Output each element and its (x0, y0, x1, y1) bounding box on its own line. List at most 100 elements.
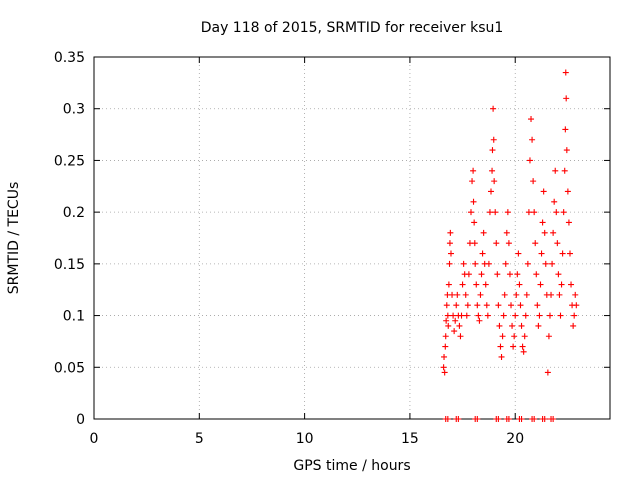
data-point (562, 126, 569, 133)
data-point (510, 343, 517, 350)
data-point (571, 312, 578, 319)
data-point (504, 209, 511, 216)
x-tick-label: 0 (90, 431, 99, 447)
x-tick-label: 5 (195, 431, 204, 447)
data-point (516, 281, 523, 288)
data-point (488, 188, 495, 195)
data-point (482, 281, 489, 288)
data-point (475, 312, 482, 319)
y-tick-label: 0 (76, 412, 85, 428)
data-point (546, 312, 553, 319)
data-point (559, 250, 566, 257)
data-point (442, 343, 449, 350)
data-point (455, 416, 462, 422)
y-tick-label: 0.15 (54, 257, 85, 273)
data-point (531, 209, 538, 216)
data-point (493, 240, 500, 247)
data-point (459, 281, 466, 288)
data-point (562, 69, 569, 76)
data-point (534, 302, 541, 309)
data-point (454, 291, 461, 298)
data-point (464, 302, 471, 309)
data-point (447, 250, 454, 257)
data-point (460, 260, 467, 267)
data-point (565, 219, 572, 226)
data-point (514, 271, 521, 278)
data-point (528, 116, 535, 123)
data-point (518, 322, 525, 329)
data-point (457, 333, 464, 340)
data-point (469, 178, 476, 185)
data-point (529, 136, 536, 143)
data-point (573, 302, 580, 309)
data-point (538, 250, 545, 257)
data-point (530, 178, 537, 185)
data-point (445, 322, 452, 329)
data-point (445, 281, 452, 288)
data-point (485, 260, 492, 267)
data-point (470, 198, 477, 205)
data-point (496, 322, 503, 329)
x-tick-label: 10 (296, 431, 314, 447)
data-point (489, 147, 496, 154)
data-point (442, 333, 449, 340)
data-point (450, 312, 457, 319)
data-point (557, 312, 564, 319)
plot-frame (93, 56, 611, 420)
data-point (519, 343, 526, 350)
data-point (540, 188, 547, 195)
data-point (467, 209, 474, 216)
data-point (440, 364, 447, 371)
data-point (521, 333, 528, 340)
data-point (444, 312, 451, 319)
data-point (542, 260, 549, 267)
data-point (474, 302, 481, 309)
data-point (495, 416, 502, 422)
data-point (443, 302, 450, 309)
data-point (446, 260, 453, 267)
y-tick-label: 0.05 (54, 360, 85, 376)
grid-lines (94, 57, 610, 419)
data-point (554, 240, 561, 247)
data-point (478, 271, 485, 278)
axis-ticks: 0 0.05 0.1 0.15 0.2 0.25 0.3 0.35 0 5 10 15 20 (54, 50, 610, 447)
data-point (545, 333, 552, 340)
data-point (523, 291, 530, 298)
data-point (551, 198, 558, 205)
data-point (490, 136, 497, 143)
data-point (544, 369, 551, 376)
data-point (550, 416, 557, 422)
data-point (458, 312, 465, 319)
data-point (490, 105, 497, 112)
data-point (462, 291, 469, 298)
data-point (572, 291, 579, 298)
data-point (498, 353, 505, 360)
data-point (568, 281, 575, 288)
x-tick-label: 20 (506, 431, 524, 447)
data-point (473, 281, 480, 288)
data-point (520, 348, 527, 355)
data-point (484, 312, 491, 319)
data-point (463, 312, 470, 319)
y-tick-label: 0.1 (63, 309, 85, 325)
data-point (531, 416, 538, 422)
data-point (537, 281, 544, 288)
data-point (456, 322, 463, 329)
data-point (560, 209, 567, 216)
data-point (509, 322, 516, 329)
data-point (483, 302, 490, 309)
data-point (497, 343, 504, 350)
data-point (443, 317, 450, 324)
data-point (518, 416, 525, 422)
data-point (550, 229, 557, 236)
data-point (505, 416, 512, 422)
data-point (441, 369, 448, 376)
data-point (526, 157, 533, 164)
data-point (494, 271, 501, 278)
data-point (512, 312, 519, 319)
data-point (447, 229, 454, 236)
data-point (566, 250, 573, 257)
data-point (453, 302, 460, 309)
data-point (499, 333, 506, 340)
data-point (471, 240, 478, 247)
